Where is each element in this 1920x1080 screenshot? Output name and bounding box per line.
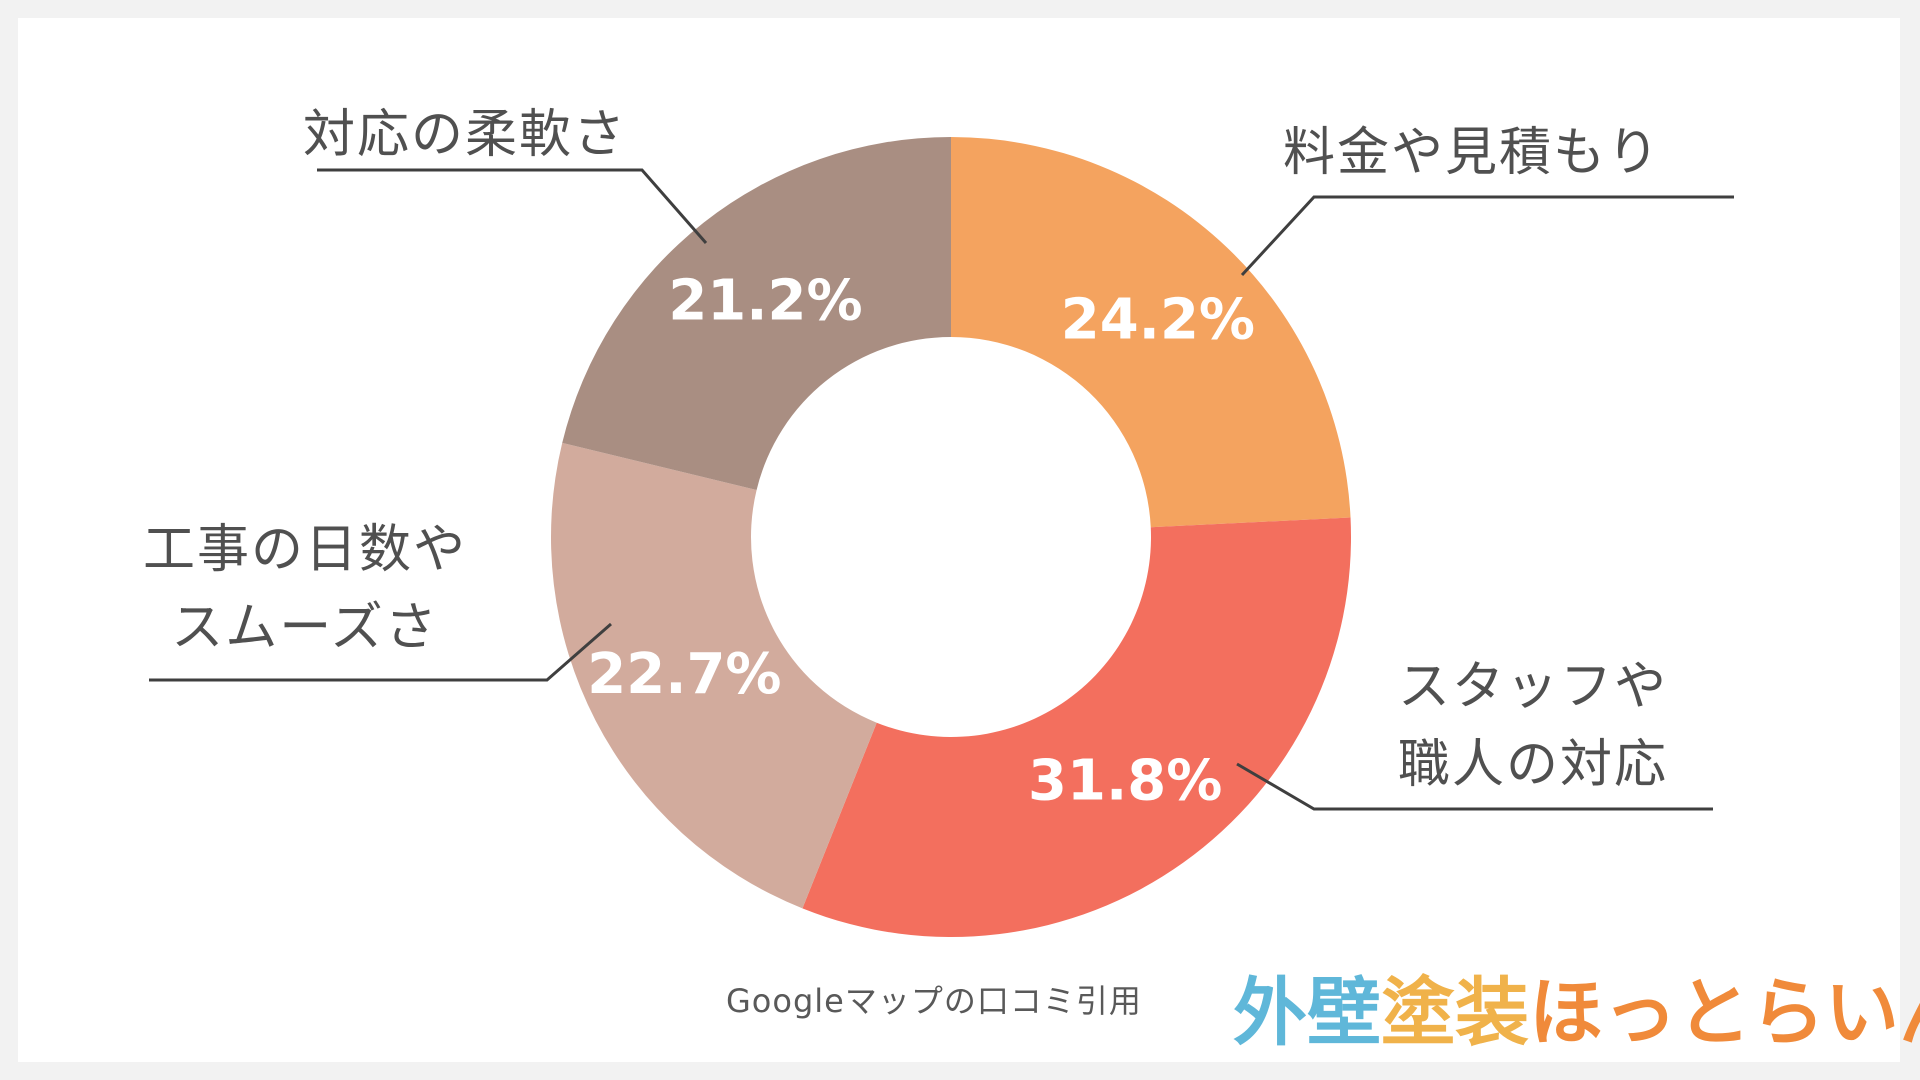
brand-logo: 外壁塗装ほっとらいん: [1233, 953, 1920, 1060]
leader-line-3: [149, 622, 612, 682]
label-staff-craftsmen: スタッフや 職人の対応: [1398, 657, 1669, 795]
leader-line-1: [1240, 195, 1734, 277]
donut-slice-4: [562, 137, 951, 490]
slice-value-label-1: 24.2%: [1061, 287, 1255, 352]
donut-slice-2: [802, 517, 1351, 937]
leader-line-2: [1236, 762, 1713, 811]
slice-value-label-2: 31.8%: [1028, 749, 1222, 814]
slice-value-label-4: 21.2%: [668, 269, 862, 334]
label-schedule-smoothness: 工事の日数や スムーズさ: [143, 520, 468, 658]
slice-value-label-3: 22.7%: [587, 642, 781, 707]
leader-line-4: [317, 168, 708, 244]
source-note: Googleマップの口コミ引用: [726, 982, 1142, 1020]
brand-part-2: 塗装: [1381, 970, 1529, 1056]
brand-part-3: ほっとらいん: [1529, 970, 1920, 1056]
donut-chart: 24.2% 31.8% 22.7% 21.2%: [149, 137, 1734, 937]
label-flexibility: 対応の柔軟さ: [303, 105, 628, 165]
donut-slice-3: [551, 442, 877, 909]
chart-card: 24.2% 31.8% 22.7% 21.2% 料金や見積もり スタッフや 職人の対応…: [18, 18, 1920, 1062]
label-fees-estimates: 料金や見積もり: [1283, 123, 1662, 183]
donut-slice-1: [951, 137, 1351, 528]
brand-part-1: 外壁: [1233, 970, 1381, 1056]
